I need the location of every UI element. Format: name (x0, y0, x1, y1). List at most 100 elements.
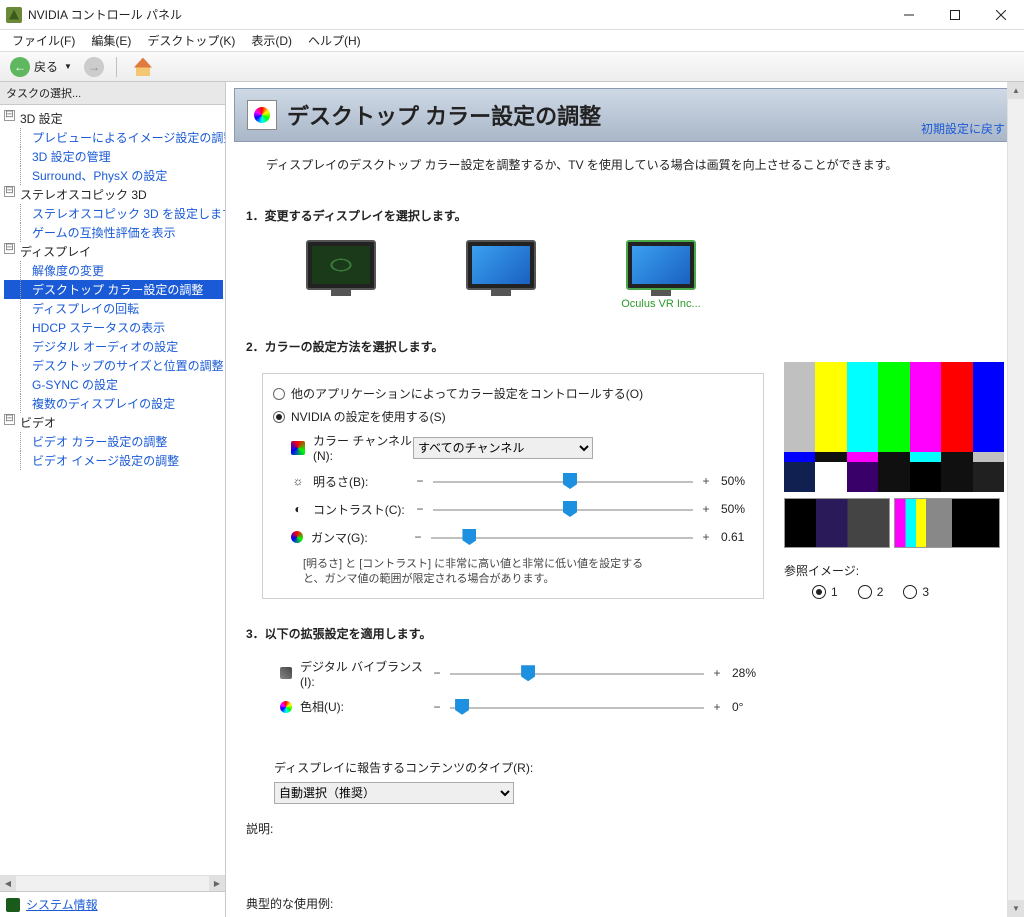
plus-icon[interactable]: + (710, 700, 724, 714)
hue-label: 色相(U): (300, 698, 430, 715)
titlebar: NVIDIA コントロール パネル (0, 0, 1024, 30)
scroll-right-icon[interactable]: ▶ (209, 876, 225, 891)
sysinfo-label: システム情報 (26, 896, 98, 913)
tree-leaf[interactable]: ゲームの互換性評価を表示 (4, 223, 223, 242)
tree-group-display[interactable]: ディスプレイ (4, 242, 223, 261)
radio-label: 他のアプリケーションによってカラー設定をコントロールする(O) (291, 385, 643, 402)
main-panel: デスクトップ カラー設定の調整 初期設定に戻す ディスプレイのデスクトップ カラ… (226, 82, 1024, 917)
brightness-slider[interactable] (433, 471, 693, 491)
tree-leaf[interactable]: ステレオスコピック 3D を設定します (4, 204, 223, 223)
menu-help[interactable]: ヘルプ(H) (300, 30, 369, 51)
contrast-icon: ◐ (291, 502, 305, 516)
reset-defaults-link[interactable]: 初期設定に戻す (921, 120, 1005, 137)
sidebar-h-scrollbar[interactable]: ◀ ▶ (0, 875, 225, 891)
tree-leaf[interactable]: 3D 設定の管理 (4, 147, 223, 166)
radio-other-app[interactable]: 他のアプリケーションによってカラー設定をコントロールする(O) (273, 382, 753, 405)
plus-icon[interactable]: + (699, 474, 713, 488)
tree-group-stereo[interactable]: ステレオスコピック 3D (4, 185, 223, 204)
tree-leaf[interactable]: Surround、PhysX の設定 (4, 166, 223, 185)
system-info-link[interactable]: システム情報 (0, 891, 225, 917)
tree-leaf[interactable]: デスクトップのサイズと位置の調整 (4, 356, 223, 375)
gamma-label: ガンマ(G): (311, 529, 411, 546)
display-item-2[interactable] (436, 240, 566, 310)
plus-icon[interactable]: + (710, 666, 724, 680)
tree-leaf[interactable]: ビデオ イメージ設定の調整 (4, 451, 223, 470)
dropdown-icon: ▼ (64, 62, 72, 71)
main-v-scrollbar[interactable]: ▲ ▼ (1007, 82, 1024, 917)
scroll-left-icon[interactable]: ◀ (0, 876, 16, 891)
nvidia-icon (6, 7, 22, 23)
radio-icon (858, 585, 872, 599)
menu-desktop[interactable]: デスクトップ(K) (139, 30, 243, 51)
minus-icon[interactable]: − (430, 666, 444, 680)
tree-leaf[interactable]: G-SYNC の設定 (4, 375, 223, 394)
plus-icon[interactable]: + (699, 530, 713, 544)
tree-group-video[interactable]: ビデオ (4, 413, 223, 432)
tree-leaf-selected[interactable]: デスクトップ カラー設定の調整 (4, 280, 223, 299)
channel-icon (291, 441, 305, 455)
back-button[interactable]: ← 戻る ▼ (6, 55, 76, 79)
menu-file[interactable]: ファイル(F) (4, 30, 83, 51)
back-icon: ← (10, 57, 30, 77)
gamma-value: 0.61 (713, 530, 753, 544)
vibrance-row: デジタル バイブランス(I): − + 28% (262, 654, 764, 693)
menu-view[interactable]: 表示(D) (243, 30, 300, 51)
contrast-slider[interactable] (433, 499, 693, 519)
minus-icon[interactable]: − (413, 502, 427, 516)
gamma-slider[interactable] (431, 527, 693, 547)
tree-leaf[interactable]: HDCP ステータスの表示 (4, 318, 223, 337)
radio-label: NVIDIA の設定を使用する(S) (291, 408, 446, 425)
color-method-box: 他のアプリケーションによってカラー設定をコントロールする(O) NVIDIA の… (262, 373, 764, 599)
banner-icon (247, 100, 277, 130)
menubar: ファイル(F) 編集(E) デスクトップ(K) 表示(D) ヘルプ(H) (0, 30, 1024, 52)
vibrance-label: デジタル バイブランス(I): (300, 658, 430, 689)
tree-leaf[interactable]: ビデオ カラー設定の調整 (4, 432, 223, 451)
radio-nvidia[interactable]: NVIDIA の設定を使用する(S) (273, 405, 753, 428)
section-2-title: 2．カラーの設定方法を選択します。 (246, 318, 764, 367)
reference-thumb-1 (784, 498, 890, 548)
toolbar: ← 戻る ▼ → (0, 52, 1024, 82)
plus-icon[interactable]: + (699, 502, 713, 516)
color-channel-row: カラー チャンネル(N): すべてのチャンネル (273, 428, 753, 467)
vibrance-slider[interactable] (450, 663, 704, 683)
home-button[interactable] (130, 56, 156, 78)
close-button[interactable] (978, 0, 1024, 30)
tree-group-3d[interactable]: 3D 設定 (4, 109, 223, 128)
description-label: 説明: (246, 804, 1004, 839)
hue-slider[interactable] (450, 697, 704, 717)
tree-leaf[interactable]: プレビューによるイメージ設定の調整 (4, 128, 223, 147)
display-item-1[interactable] (276, 240, 406, 310)
display-label: Oculus VR Inc... (596, 298, 726, 310)
content-type-select[interactable]: 自動選択（推奨） (274, 782, 514, 804)
maximize-button[interactable] (932, 0, 978, 30)
reference-thumb-2 (894, 498, 1000, 548)
minus-icon[interactable]: − (430, 700, 444, 714)
gamma-row: ガンマ(G): − + 0.61 (273, 523, 753, 551)
tree-leaf[interactable]: 解像度の変更 (4, 261, 223, 280)
scroll-up-icon[interactable]: ▲ (1008, 82, 1024, 99)
reference-radio-2[interactable]: 2 (858, 585, 890, 599)
reference-radio-1[interactable]: 1 (812, 585, 844, 599)
channel-select[interactable]: すべてのチャンネル (413, 437, 593, 459)
tree-leaf[interactable]: ディスプレイの回転 (4, 299, 223, 318)
radio-icon (273, 388, 285, 400)
minus-icon[interactable]: − (413, 474, 427, 488)
reference-radio-3[interactable]: 3 (903, 585, 935, 599)
page-banner: デスクトップ カラー設定の調整 初期設定に戻す (234, 88, 1016, 142)
brightness-icon: ☼ (291, 474, 305, 488)
task-tree[interactable]: 3D 設定 プレビューによるイメージ設定の調整 3D 設定の管理 Surroun… (0, 105, 225, 875)
back-label: 戻る (34, 58, 58, 75)
contrast-label: コントラスト(C): (313, 501, 413, 518)
gamma-hint: [明るさ] と [コントラスト] に非常に高い値と非常に低い値を設定すると、ガン… (273, 551, 653, 590)
tree-leaf[interactable]: 複数のディスプレイの設定 (4, 394, 223, 413)
tree-leaf[interactable]: デジタル オーディオの設定 (4, 337, 223, 356)
forward-button[interactable]: → (80, 55, 108, 79)
menu-edit[interactable]: 編集(E) (83, 30, 139, 51)
content-type-label: ディスプレイに報告するコンテンツのタイプ(R): (274, 759, 764, 776)
reference-label: 参照イメージ: (784, 548, 1004, 585)
sidebar-header: タスクの選択... (0, 82, 225, 105)
scroll-down-icon[interactable]: ▼ (1008, 900, 1024, 917)
minimize-button[interactable] (886, 0, 932, 30)
display-item-3[interactable]: Oculus VR Inc... (596, 240, 726, 310)
minus-icon[interactable]: − (411, 530, 425, 544)
